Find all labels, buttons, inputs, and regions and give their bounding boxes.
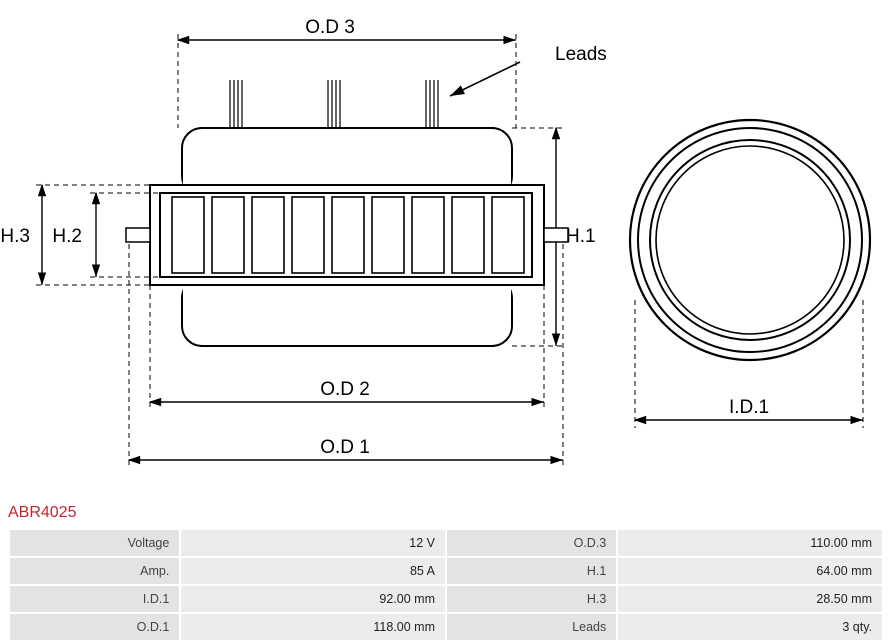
spec-row: Voltage12 VO.D.3110.00 mm <box>10 530 882 556</box>
spec-row: O.D.1118.00 mmLeads3 qty. <box>10 614 882 640</box>
dim-od3: O.D 3 <box>178 17 516 128</box>
label-h2: H.2 <box>52 226 82 247</box>
spec-value: 64.00 mm <box>618 558 882 584</box>
front-view: I.D.1 <box>630 120 870 428</box>
spec-label: Amp. <box>10 558 179 584</box>
dim-leads: Leads <box>450 44 607 96</box>
label-leads: Leads <box>555 44 607 65</box>
side-view: O.D 3 Leads H.1 H.2 <box>0 17 606 468</box>
spec-value: 85 A <box>181 558 445 584</box>
spec-value: 3 qty. <box>618 614 882 640</box>
winding-slots <box>172 197 524 273</box>
spec-value: 110.00 mm <box>618 530 882 556</box>
label-od2: O.D 2 <box>320 379 370 400</box>
label-h3: H.3 <box>0 226 30 247</box>
spec-table: Voltage12 VO.D.3110.00 mmAmp.85 AH.164.0… <box>8 528 884 642</box>
spec-value: 92.00 mm <box>181 586 445 612</box>
product-code: ABR4025 <box>0 500 892 528</box>
spec-value: 12 V <box>181 530 445 556</box>
spec-row: I.D.192.00 mmH.328.50 mm <box>10 586 882 612</box>
spec-value: 28.50 mm <box>618 586 882 612</box>
spec-label: I.D.1 <box>10 586 179 612</box>
spec-label: Voltage <box>10 530 179 556</box>
label-id1: I.D.1 <box>729 397 769 418</box>
technical-diagram: O.D 3 Leads H.1 H.2 <box>0 0 892 500</box>
leads-group <box>230 80 438 128</box>
label-h1: H.1 <box>566 226 596 247</box>
label-od1: O.D 1 <box>320 437 370 458</box>
spec-label: H.3 <box>447 586 616 612</box>
spec-label: Leads <box>447 614 616 640</box>
spec-row: Amp.85 AH.164.00 mm <box>10 558 882 584</box>
spec-label: H.1 <box>447 558 616 584</box>
label-od3: O.D 3 <box>305 17 355 38</box>
spec-label: O.D.3 <box>447 530 616 556</box>
spec-label: O.D.1 <box>10 614 179 640</box>
spec-value: 118.00 mm <box>181 614 445 640</box>
